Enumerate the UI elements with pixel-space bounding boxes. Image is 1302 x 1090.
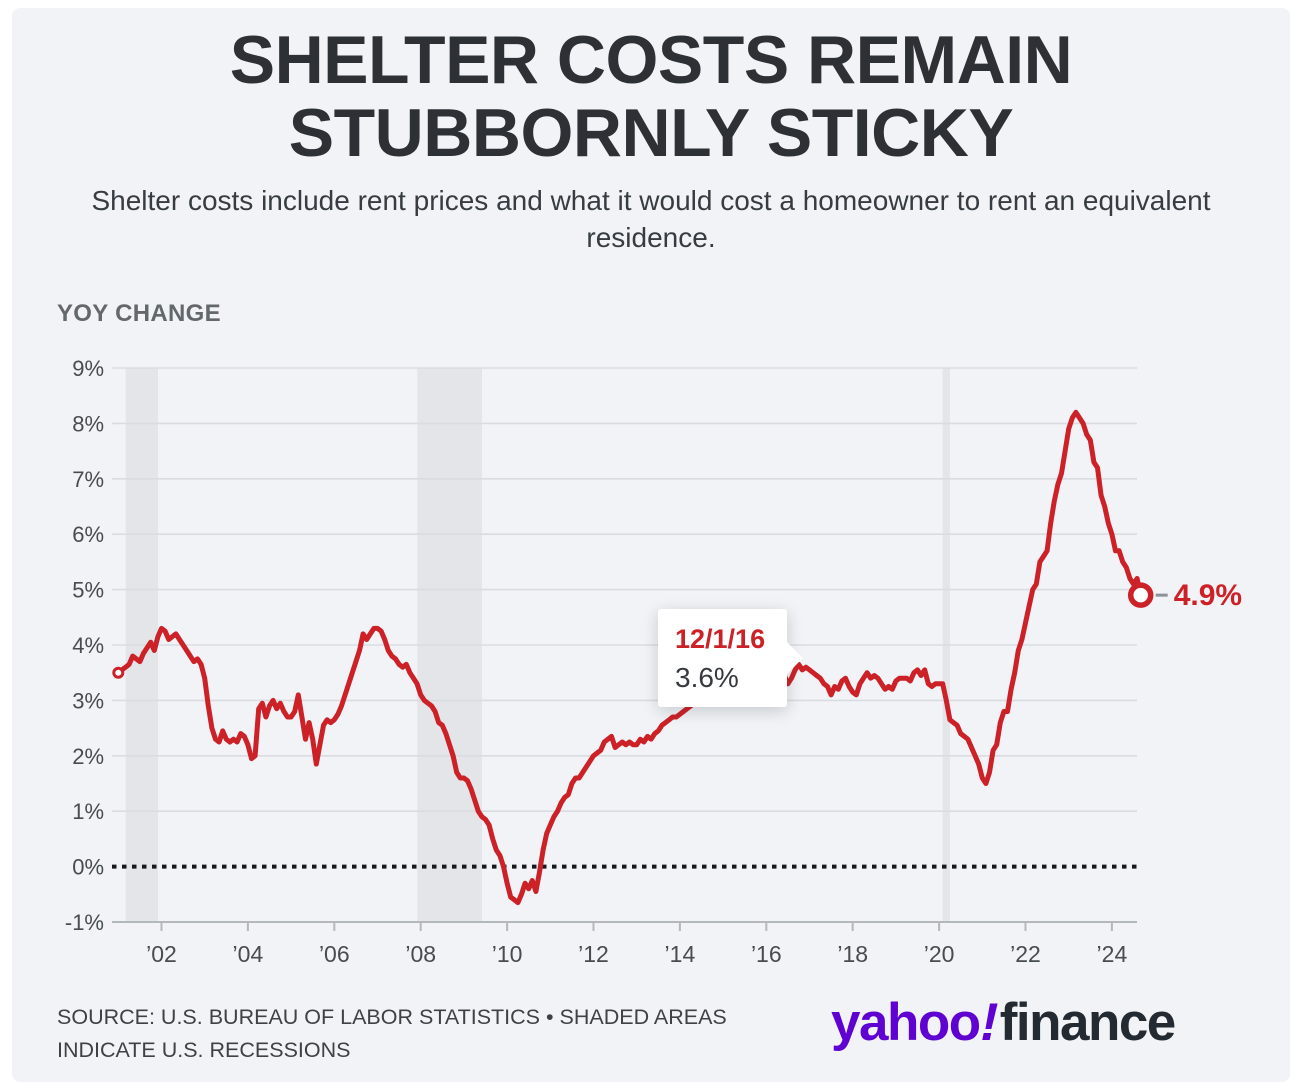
- shelter-series-line: [115, 409, 1144, 906]
- source-note: SOURCE: U.S. BUREAU OF LABOR STATISTICS …: [57, 1001, 727, 1068]
- y-tick-label: 5%: [72, 578, 104, 603]
- source-line-1: SOURCE: U.S. BUREAU OF LABOR STATISTICS …: [57, 1005, 727, 1029]
- y-tick-label: 2%: [72, 744, 104, 769]
- x-tick-label: ’12: [578, 941, 609, 967]
- end-value-label: 4.9%: [1174, 579, 1242, 612]
- x-axis-ticks: [160, 922, 1113, 931]
- yahoo-finance-logo[interactable]: yahoo!finance: [831, 992, 1177, 1053]
- source-line-2: INDICATE U.S. RECESSIONS: [57, 1038, 351, 1063]
- x-tick-label: ’24: [1097, 941, 1128, 967]
- shelter-costs-line-chart[interactable]: 9%8%7%6%5%4%3%2%1%0%-1% ’02’04’06’08’10’…: [12, 8, 1302, 1090]
- logo-finance-text: finance: [999, 993, 1177, 1052]
- x-tick-label: ’20: [924, 941, 955, 967]
- y-tick-label: 8%: [72, 411, 104, 436]
- y-tick-label: 0%: [72, 855, 104, 880]
- page-title: SHELTER COSTS REMAIN STUBBORNLY STICKY: [229, 22, 1073, 172]
- y-tick-label: 9%: [72, 356, 104, 381]
- y-tick-label: -1%: [65, 910, 104, 935]
- gridlines: [112, 367, 1137, 923]
- y-tick-label: 3%: [72, 688, 104, 713]
- data-point-tooltip: 12/1/16 3.6%: [658, 609, 803, 707]
- x-tick-label: ’18: [837, 941, 868, 967]
- chart-subtitle: Shelter costs include rent prices and wh…: [91, 184, 1211, 253]
- chart-header: SHELTER COSTS REMAIN STUBBORNLY STICKY S…: [12, 22, 1290, 257]
- x-tick-label: ’16: [751, 941, 782, 967]
- x-tick-label: ’14: [665, 941, 696, 967]
- infographic-card: 9% 8% 7% 6% 5% 4% 3% 2% 1% 0% -1% ’02’04’06’08’10’…: [12, 8, 1290, 1082]
- x-tick-label: ’04: [233, 941, 264, 967]
- x-tick-label: ’10: [492, 941, 523, 967]
- series-end-marker[interactable]: [1127, 582, 1154, 608]
- y-tick-label: 7%: [72, 467, 104, 492]
- x-tick-label: ’02: [146, 941, 177, 967]
- series-start-marker: [112, 666, 125, 679]
- y-tick-label: 4%: [72, 633, 104, 658]
- y-tick-label: 1%: [72, 799, 104, 824]
- x-tick-label: ’22: [1010, 941, 1041, 967]
- x-axis-labels: ’02 ’04 ’06 ’08 ’10 ’12 ’14 ’16 ’18 ’20 ’22 ’24: [146, 941, 1127, 967]
- y-tick-label: 6%: [72, 522, 104, 547]
- tooltip-value: 3.6%: [675, 662, 739, 693]
- x-tick-label: ’08: [405, 941, 436, 967]
- y-axis-title: YOY CHANGE: [57, 300, 221, 327]
- x-tick-label: ’06: [319, 941, 350, 967]
- tooltip-date: 12/1/16: [675, 624, 766, 654]
- y-axis-labels: 9% 8% 7% 6% 5% 4% 3% 2% 1% 0% -1%: [65, 356, 104, 935]
- logo-yahoo-text: yahoo: [831, 993, 981, 1052]
